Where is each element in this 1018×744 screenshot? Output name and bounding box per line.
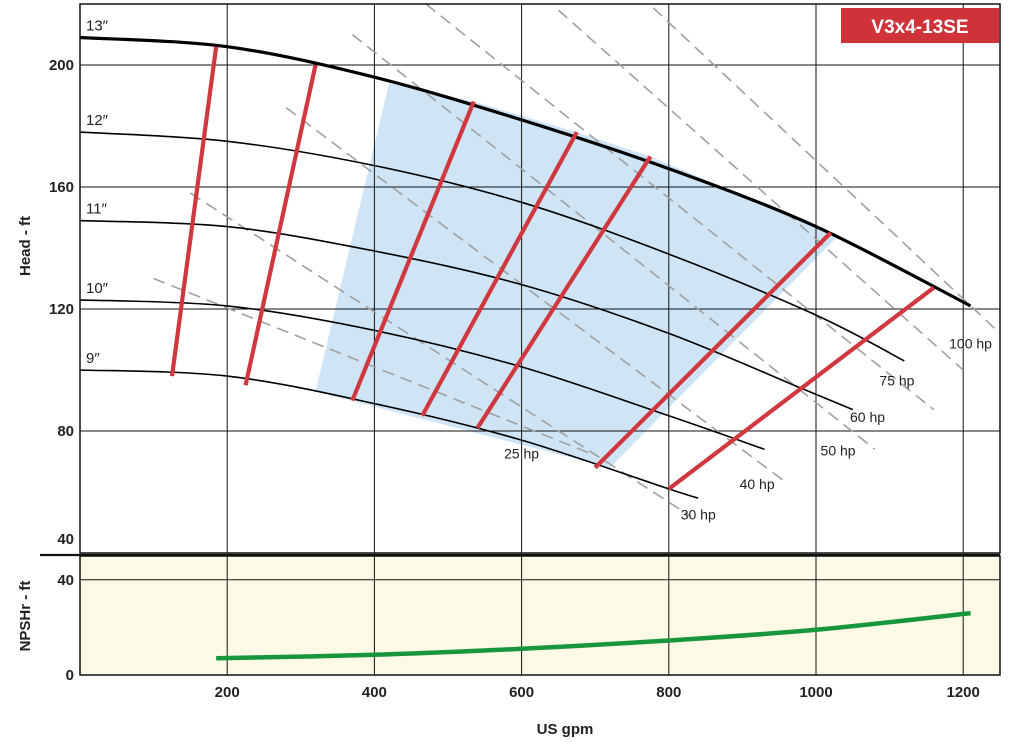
- hp-label-4: 60 hp: [850, 409, 885, 425]
- impeller-curve-label-2: 11″: [86, 201, 108, 218]
- head-y-tick-80: 80: [57, 423, 74, 440]
- npsh-axis-title: NPSHr - ft: [17, 581, 34, 652]
- x-tick-1000: 1000: [799, 684, 832, 701]
- x-tick-400: 400: [362, 684, 387, 701]
- npsh-panel: 0 40 200 400 600 800 1000 1200: [57, 556, 1000, 701]
- head-y-tick-160: 160: [49, 179, 74, 196]
- x-axis-title: US gpm: [537, 721, 594, 738]
- hp-label-3: 50 hp: [821, 442, 856, 458]
- impeller-curve-label-4: 9″: [86, 350, 100, 367]
- x-tick-800: 800: [656, 684, 681, 701]
- head-y-tick-40: 40: [57, 531, 74, 548]
- head-panel: 25 hp 30 hp 40 hp 50 hp 60 hp 75 hp 100 hp 13″ 1…: [40, 0, 1000, 555]
- npsh-y-tick-0: 0: [66, 667, 74, 684]
- head-y-tick-120: 120: [49, 301, 74, 318]
- impeller-curve-label-1: 12″: [86, 112, 109, 129]
- head-axis-title: Head - ft: [17, 216, 34, 276]
- hp-label-6: 100 hp: [949, 336, 992, 352]
- npsh-y-tick-40: 40: [57, 572, 74, 589]
- x-tick-200: 200: [215, 684, 240, 701]
- hp-label-2: 40 hp: [740, 476, 775, 492]
- model-badge: V3x4-13SE: [841, 8, 999, 43]
- x-tick-1200: 1200: [947, 684, 980, 701]
- head-y-tick-200: 200: [49, 57, 74, 74]
- hp-label-1: 30 hp: [681, 506, 716, 522]
- model-badge-label: V3x4-13SE: [871, 17, 968, 38]
- hp-label-5: 75 hp: [879, 372, 914, 388]
- impeller-curve-label-3: 10″: [86, 280, 109, 297]
- impeller-curve-label-0: 13″: [86, 18, 109, 35]
- hp-label-0: 25 hp: [504, 445, 539, 461]
- x-tick-600: 600: [509, 684, 534, 701]
